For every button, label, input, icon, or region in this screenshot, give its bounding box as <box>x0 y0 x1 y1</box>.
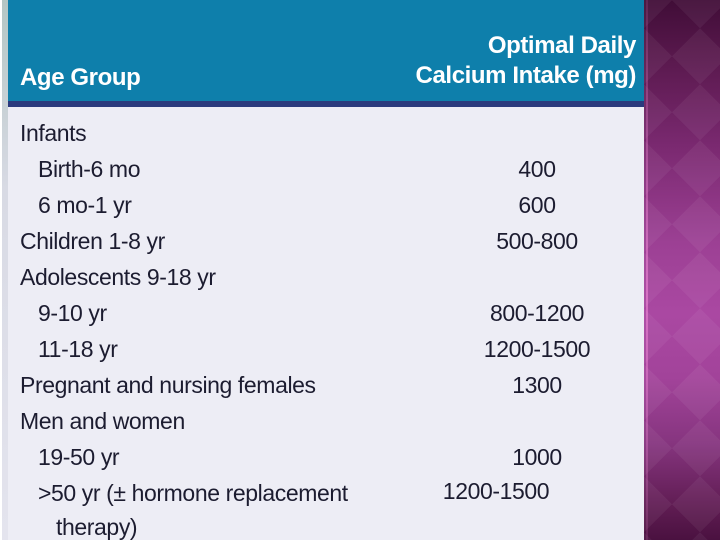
row-label: Adolescents 9-18 yr <box>20 264 216 290</box>
row-label: 9-10 yr <box>38 300 107 326</box>
row-label: Children 1-8 yr <box>20 228 165 254</box>
table-row: 9-10 yr 800-1200 <box>8 295 644 331</box>
row-value: 800-1200 <box>490 300 584 326</box>
table-row: Birth-6 mo 400 <box>8 151 644 187</box>
table-header: Age Group Optimal Daily Calcium Intake (… <box>8 0 644 101</box>
row-label: Pregnant and nursing females <box>20 372 316 398</box>
column-header-age-group: Age Group <box>20 64 141 91</box>
row-label: 11-18 yr <box>38 336 118 362</box>
table-row: Infants <box>8 115 644 151</box>
calcium-intake-table: Age Group Optimal Daily Calcium Intake (… <box>8 0 644 540</box>
left-edge-strip <box>2 0 8 540</box>
row-value: 1200-1500 <box>442 478 550 504</box>
column-header-calcium-line2: Calcium Intake (mg) <box>415 62 637 89</box>
table-body: Infants Birth-6 mo 400 6 mo-1 yr 600 Children… <box>8 107 644 540</box>
table-row: Adolescents 9-18 yr <box>8 259 644 295</box>
row-value: 500-800 <box>496 228 578 254</box>
table-row: 11-18 yr 1200-1500 <box>8 331 644 367</box>
header-divider <box>8 101 644 107</box>
slide-background-panel <box>644 0 720 540</box>
table-row: Pregnant and nursing females 1300 <box>8 367 644 403</box>
row-value: 400 <box>518 156 556 182</box>
row-value: 1200-1500 <box>483 336 591 362</box>
row-label: Birth-6 mo <box>38 156 141 182</box>
row-label: Infants <box>20 120 87 146</box>
table-row: >50 yr (± hormone replacement therapy) 12… <box>8 475 644 540</box>
row-label: Men and women <box>20 408 185 434</box>
row-label: >50 yr (± hormone replacement therapy) <box>38 480 348 540</box>
row-label: 6 mo-1 yr <box>38 192 132 218</box>
table-row: Children 1-8 yr 500-800 <box>8 223 644 259</box>
row-value: 600 <box>518 192 556 218</box>
table-row: 6 mo-1 yr 600 <box>8 187 644 223</box>
row-label: 19-50 yr <box>38 444 120 470</box>
row-value: 1300 <box>512 372 562 398</box>
table-row: 19-50 yr 1000 <box>8 439 644 475</box>
column-header-calcium-intake: Optimal Daily Calcium Intake (mg) <box>415 31 637 91</box>
table-row: Men and women <box>8 403 644 439</box>
column-header-calcium-line1: Optimal Daily <box>487 32 637 59</box>
row-value: 1000 <box>512 444 562 470</box>
